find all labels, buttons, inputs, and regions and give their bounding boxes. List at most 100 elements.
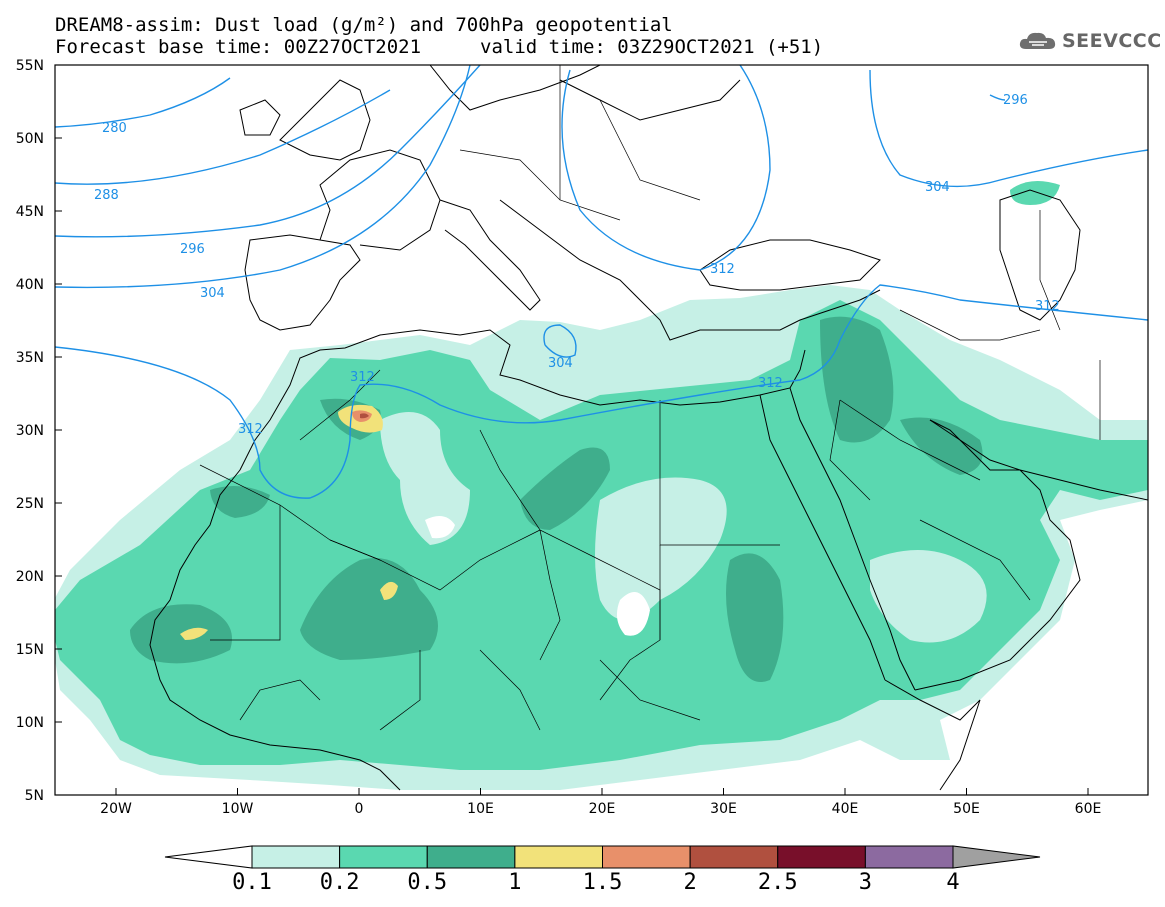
country-borders	[199, 65, 1101, 731]
colorbar-label: 1	[508, 870, 522, 895]
colorbar-label: 0.2	[319, 870, 360, 895]
britain-coast	[279, 79, 371, 161]
dust-hole-2	[595, 477, 727, 620]
dust-area-dark-3	[726, 553, 784, 682]
colorbar-segment	[689, 845, 779, 869]
iberia-coast	[244, 234, 361, 331]
colorbar-label: 2.5	[757, 870, 798, 895]
contour-label: 312	[238, 422, 263, 437]
contour-label: 296	[1003, 93, 1028, 108]
map-title: DREAM8-assim: Dust load (g/m²) and 700hP…	[55, 14, 673, 36]
dust-area-medium-caspian	[1010, 181, 1060, 205]
contour-288	[55, 89, 391, 185]
lat-label: 20N	[16, 569, 44, 585]
dust-area-dark-1	[300, 558, 438, 660]
contour-label: 312	[758, 376, 783, 391]
iran-coast	[929, 419, 1148, 501]
latitude-axis: 55N 50N 45N 40N 35N 30N 25N 20N 15N 10N 5N	[16, 58, 62, 804]
black-sea-coast	[699, 239, 881, 291]
dust-hole-3	[870, 550, 987, 643]
colorbar-label: 4	[946, 870, 960, 895]
colorbar-label: 2	[683, 870, 697, 895]
france-coast	[319, 149, 441, 251]
lat-label: 40N	[16, 277, 44, 293]
lat-label: 35N	[16, 350, 44, 366]
contour-304-east	[869, 69, 1148, 188]
contour-296	[55, 65, 481, 238]
colorbar-under-triangle	[164, 845, 253, 869]
red-sea-coast	[759, 387, 916, 691]
lon-label: 20W	[100, 801, 132, 817]
dust-area-yellow-2	[380, 581, 398, 600]
colorbar-segment	[777, 845, 866, 869]
contour-304-loop	[543, 324, 577, 358]
horn-coast	[884, 679, 981, 791]
contour-label: 296	[180, 242, 205, 257]
dust-area-light-north	[540, 336, 594, 374]
lat-label: 45N	[16, 204, 44, 220]
baltic-coast	[559, 79, 741, 121]
italy-coast	[439, 199, 541, 311]
logo-text: SEEVCCC	[1062, 30, 1162, 52]
colorbar-segment	[339, 845, 428, 869]
colorbar-segment	[514, 845, 603, 869]
colorbar-segment	[602, 845, 691, 869]
cloud-icon	[1019, 32, 1056, 49]
colorbar-segment	[426, 845, 516, 869]
contour-label: 288	[94, 188, 119, 203]
lat-label: 15N	[16, 642, 44, 658]
coastlines	[149, 65, 1148, 791]
contour-label: 312	[710, 262, 735, 277]
lat-label: 55N	[16, 58, 44, 74]
colorbar-label: 0.1	[232, 870, 272, 895]
africa-coast	[149, 329, 806, 791]
colorbar-label: 0.5	[407, 870, 448, 895]
lon-label: 10W	[222, 801, 254, 817]
lat-label: 10N	[16, 715, 44, 731]
lon-label: 50E	[953, 801, 980, 817]
colorbar-segment	[251, 845, 341, 869]
dust-hole-4	[616, 592, 650, 636]
dust-hole-5	[425, 516, 455, 539]
contour-312	[55, 284, 1148, 499]
dust-area-dark-5	[900, 417, 983, 475]
contour-312-north	[561, 65, 771, 271]
contour-label: 304	[548, 356, 573, 371]
colorbar-segment	[864, 845, 954, 869]
dust-area-dark-6	[520, 447, 610, 530]
contour-label: 312	[350, 370, 375, 385]
balkans-coast	[499, 199, 881, 341]
contour-labels: 280 288 296 304 312 312 312 312 304 312 …	[94, 93, 1060, 437]
lon-label: 0	[355, 801, 364, 817]
contour-280	[55, 77, 231, 128]
contour-label: 304	[925, 180, 950, 195]
dust-hole-1	[380, 412, 470, 545]
lat-label: 5N	[25, 788, 44, 804]
dust-area-dark-7	[210, 486, 270, 518]
contour-label: 304	[200, 286, 225, 301]
colorbar-label: 3	[858, 870, 872, 895]
seevccc-logo: SEEVCCC	[1018, 26, 1162, 56]
forecast-base-time: Forecast base time: 00Z27OCT2021	[55, 36, 422, 58]
longitude-axis: 20W 10W 0 10E 20E 30E 40E 50E 60E	[100, 788, 1101, 817]
contour-296-east	[989, 94, 1006, 101]
contour-label: 280	[102, 121, 127, 136]
lon-label: 40E	[832, 801, 859, 817]
contour-304	[55, 65, 471, 289]
scandinavia-coast	[429, 65, 601, 111]
colorbar	[164, 845, 1041, 869]
lon-label: 10E	[467, 801, 494, 817]
dust-layers	[55, 181, 1148, 790]
lon-label: 60E	[1075, 801, 1102, 817]
valid-time: valid time: 03Z29OCT2021 (+51)	[480, 36, 824, 58]
lat-label: 25N	[16, 496, 44, 512]
ireland-coast	[239, 99, 281, 136]
contour-label: 312	[1035, 299, 1060, 314]
dust-area-red	[360, 413, 369, 419]
lon-label: 20E	[589, 801, 616, 817]
colorbar-label: 1.5	[582, 870, 623, 895]
geopotential-contours	[55, 65, 1148, 499]
arabia-coast	[914, 419, 1081, 691]
lat-label: 30N	[16, 423, 44, 439]
